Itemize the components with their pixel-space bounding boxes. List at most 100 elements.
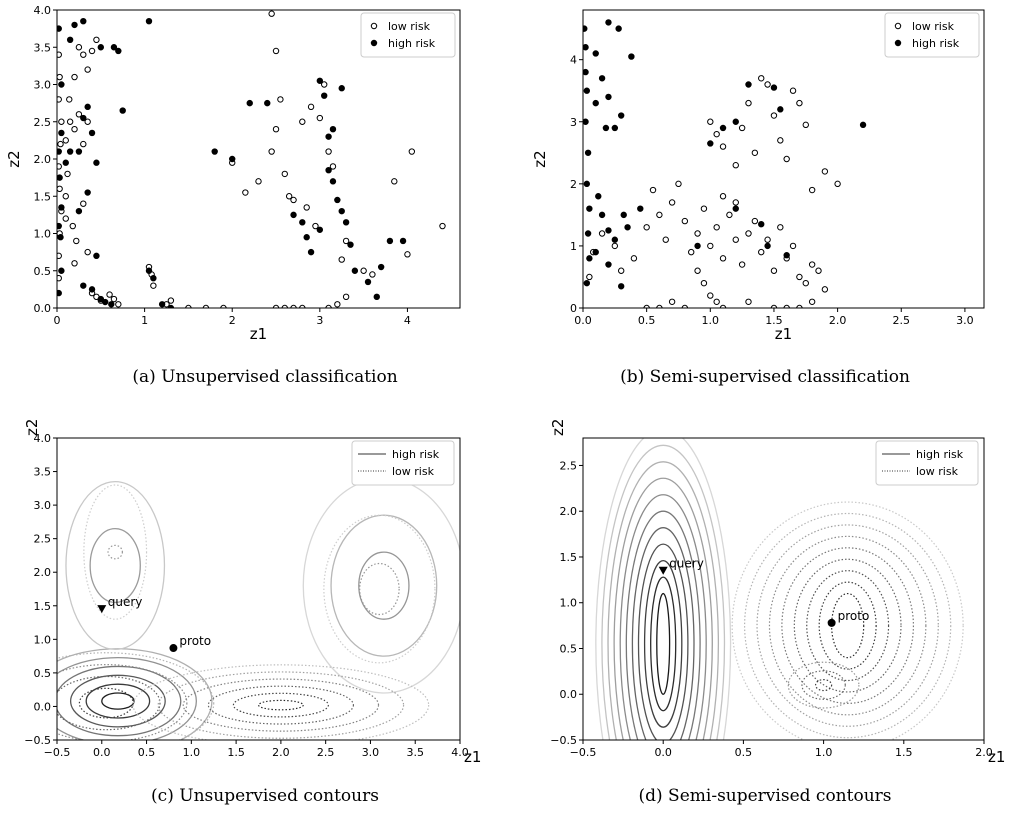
- low-risk-point: [84, 248, 91, 256]
- low-risk-point: [80, 200, 87, 207]
- high-risk-point: [158, 301, 166, 308]
- low-risk-point: [732, 236, 739, 243]
- high-risk-point: [101, 298, 109, 306]
- legend: high risk low risk: [351, 440, 455, 486]
- high-risk-point: [66, 148, 74, 155]
- y-tick-label: 2.5: [560, 459, 578, 472]
- low-risk-contour: [323, 514, 436, 664]
- high-risk-point: [290, 211, 297, 219]
- y-tick-label: 1.0: [560, 597, 578, 610]
- low-risk-point: [80, 51, 87, 58]
- high-risk-point: [342, 219, 350, 226]
- low-risk-point: [770, 112, 778, 119]
- y-tick-label: 1.5: [34, 600, 52, 613]
- caption-c: (c) Unsupervised contours: [151, 786, 379, 806]
- low-risk-point: [290, 196, 297, 204]
- x-tick-label: 3.0: [362, 746, 380, 759]
- high-risk-point: [145, 267, 153, 274]
- low-risk-point: [751, 149, 759, 156]
- legend-label: high risk: [916, 448, 964, 461]
- low-risk-point: [338, 256, 345, 263]
- high-risk-point: [624, 224, 631, 231]
- low-risk-point: [334, 301, 341, 308]
- high-risk-contour: [601, 444, 726, 740]
- y-tick-label: 0.5: [560, 642, 578, 655]
- axes-frame: [582, 437, 985, 741]
- low-risk-point: [758, 248, 765, 256]
- high-risk-contour: [85, 683, 151, 719]
- axes-frame: [56, 9, 461, 309]
- low-risk-contour: [132, 664, 430, 740]
- high-risk-point: [119, 107, 126, 114]
- low-risk-contour: [57, 664, 188, 740]
- low-risk-point: [821, 168, 829, 175]
- low-risk-point: [802, 279, 809, 287]
- high-risk-point: [329, 178, 337, 185]
- x-axis-label: z1: [988, 748, 1005, 766]
- high-risk-point: [592, 99, 599, 107]
- low-risk-contour: [831, 592, 865, 659]
- high-risk-point: [615, 25, 622, 32]
- low-risk-point: [732, 162, 739, 169]
- low-risk-point: [649, 186, 657, 194]
- high-risk-point: [719, 124, 727, 132]
- low-risk-point: [681, 217, 689, 225]
- plot-area-a: [57, 10, 446, 308]
- high-risk-point: [58, 81, 65, 88]
- y-tick-label: 1: [570, 240, 577, 253]
- low-risk-point: [764, 236, 771, 243]
- low-risk-point: [64, 170, 71, 178]
- high-risk-point: [732, 118, 739, 125]
- x-tick-label: 0.5: [638, 314, 656, 327]
- low-risk-point: [738, 261, 746, 268]
- panel-b: 0.0 0.5 1.0 1.5 2.0 2.5 3.0 0 1 2 3 4 z1 z2 low risk hi…: [531, 9, 985, 343]
- low-risk-point: [242, 189, 249, 196]
- low-risk-point: [285, 193, 293, 200]
- high-risk-point: [93, 252, 100, 260]
- x-tick-label: 3: [316, 314, 323, 327]
- low-risk-point: [369, 271, 376, 278]
- low-risk-point: [643, 224, 650, 231]
- low-risk-point: [668, 298, 676, 305]
- high-risk-point: [97, 295, 105, 303]
- low-risk-point: [707, 292, 714, 299]
- x-tick-label: 0.5: [735, 746, 753, 759]
- x-tick-label: 1.5: [895, 746, 913, 759]
- x-tick-label: 2.5: [893, 314, 911, 327]
- low-risk-contour: [78, 687, 134, 719]
- low-risk-point: [62, 193, 69, 200]
- low-risk-point: [808, 298, 816, 305]
- low-risk-point: [662, 236, 669, 243]
- low-risk-point: [57, 275, 62, 282]
- low-risk-point: [732, 199, 739, 206]
- high-risk-contour: [330, 514, 438, 657]
- y-tick-label: 4.0: [34, 4, 52, 17]
- y-tick-label: −0.5: [24, 734, 51, 747]
- high-risk-contour: [302, 477, 460, 694]
- low-risk-point: [75, 111, 83, 118]
- high-risk-point: [732, 205, 739, 212]
- high-risk-point: [321, 92, 328, 99]
- proto-label: proto: [179, 634, 211, 648]
- high-risk-point: [605, 93, 612, 101]
- high-risk-point: [325, 166, 332, 174]
- low-risk-point: [675, 180, 682, 188]
- low-risk-point: [391, 178, 398, 185]
- high-risk-point: [592, 248, 599, 256]
- high-risk-point: [307, 248, 315, 256]
- low-risk-point: [713, 130, 720, 138]
- low-risk-point: [688, 248, 695, 256]
- low-risk-point: [272, 47, 280, 55]
- x-tick-label: 0.0: [654, 746, 672, 759]
- y-axis-label: z2: [549, 419, 567, 436]
- y-tick-label: 3.5: [34, 466, 52, 479]
- low-risk-point: [598, 230, 606, 237]
- low-risk-point: [668, 199, 676, 206]
- high-risk-point: [57, 174, 63, 181]
- low-risk-point: [71, 260, 78, 267]
- high-risk-contour: [650, 576, 677, 712]
- low-risk-point: [719, 143, 727, 150]
- low-risk-contour: [744, 512, 952, 739]
- high-risk-point: [347, 241, 354, 248]
- low-risk-contour: [57, 652, 215, 740]
